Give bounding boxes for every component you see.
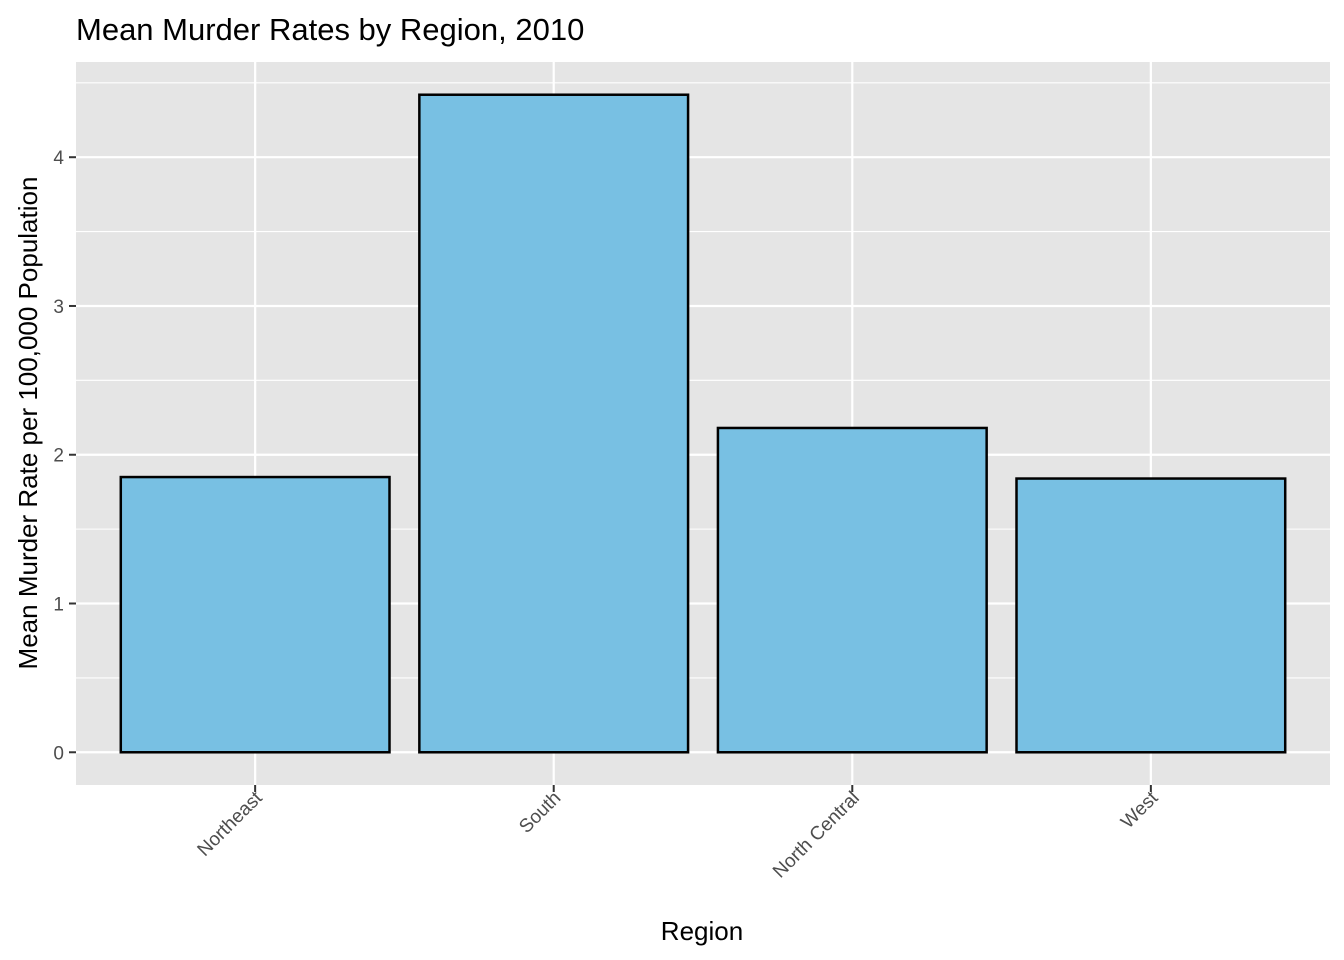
x-tick-label: Northeast bbox=[194, 787, 268, 861]
bar-north-central bbox=[716, 426, 988, 754]
x-axis-title: Region bbox=[661, 916, 743, 946]
y-axis-title: Mean Murder Rate per 100,000 Population bbox=[13, 177, 43, 670]
bar-northeast bbox=[119, 475, 391, 754]
y-tick-label: 1 bbox=[53, 595, 64, 616]
chart-title: Mean Murder Rates by Region, 2010 bbox=[76, 12, 584, 47]
y-tick-label: 4 bbox=[53, 148, 64, 169]
x-tick-label: South bbox=[515, 788, 565, 838]
y-tick-label: 3 bbox=[53, 297, 64, 318]
bar-south bbox=[418, 93, 690, 754]
bar-west bbox=[1015, 477, 1287, 754]
y-tick-label: 2 bbox=[53, 446, 64, 467]
bars bbox=[119, 93, 1287, 754]
y-axis: 0 1 2 3 4 bbox=[53, 148, 76, 764]
y-tick-label: 0 bbox=[53, 743, 64, 764]
x-axis: Northeast South North Central West bbox=[194, 785, 1163, 882]
x-tick-label: North Central bbox=[769, 788, 864, 883]
x-tick-label: West bbox=[1117, 787, 1163, 833]
